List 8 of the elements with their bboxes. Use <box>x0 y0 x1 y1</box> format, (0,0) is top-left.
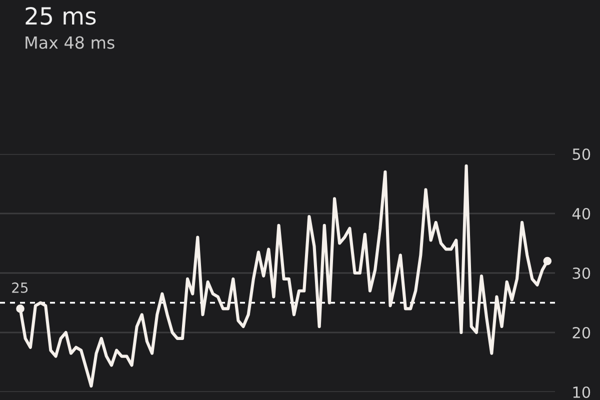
y-tick-label: 20 <box>572 326 590 339</box>
chart-subtitle: Max 48 ms <box>26 36 114 49</box>
y-tick-label: 50 <box>572 148 590 160</box>
y-tick-label: 10 <box>573 386 590 398</box>
chart-title: 25 ms <box>26 6 96 25</box>
y-tick-label: 30 <box>572 267 590 280</box>
y-tick-label: 40 <box>572 208 590 220</box>
ref-line-label: 25 <box>12 282 28 293</box>
